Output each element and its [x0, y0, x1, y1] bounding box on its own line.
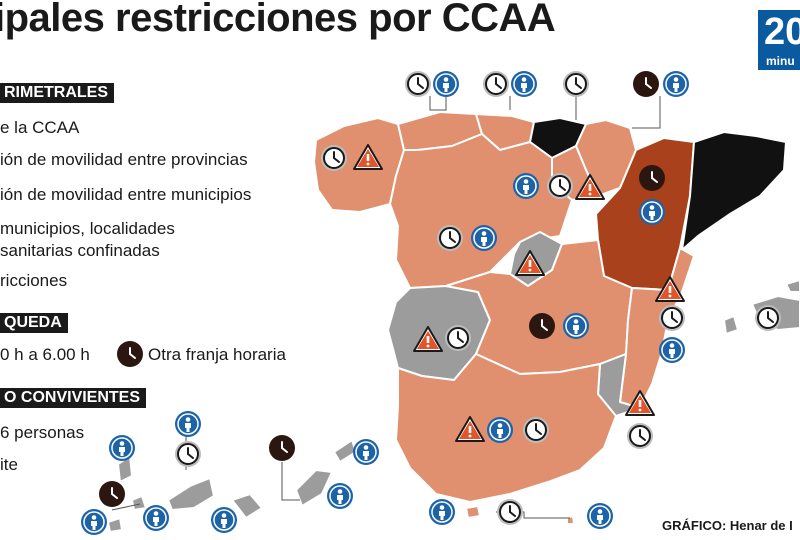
clock-icon	[754, 304, 782, 332]
brand-logo: 20 minu	[758, 10, 800, 70]
icons-ceuta	[428, 498, 456, 526]
person-icon	[326, 482, 354, 510]
island-lanzarote	[333, 439, 357, 463]
person-icon	[108, 434, 136, 462]
legend-item-limite: ite	[0, 455, 18, 474]
island-gran-canaria	[231, 493, 263, 519]
icons-navarra	[632, 70, 690, 98]
legend-item-sin-restricciones: ricciones	[0, 271, 68, 290]
clock-icon	[496, 498, 524, 526]
clock-icon	[626, 422, 654, 450]
clock-icon	[482, 70, 510, 98]
leader-canarias-east	[281, 462, 300, 501]
person-icon	[658, 336, 686, 364]
icons-andalucia	[455, 416, 550, 444]
clock-icon-filled	[268, 434, 296, 462]
clock-icon	[522, 416, 550, 444]
legend-item-horario: 0 h a 6.00 h	[0, 345, 90, 364]
clock-icon	[436, 224, 464, 252]
island-fuerteventura	[295, 469, 333, 507]
legend-item-6-personas: 6 personas	[0, 423, 85, 442]
page-title: ipales restricciones por CCAA	[0, 0, 556, 40]
clock-icon	[444, 324, 472, 352]
person-icon	[432, 70, 460, 98]
clock-icon-filled	[638, 164, 666, 192]
person-icon	[486, 416, 514, 444]
legend-clock-filled-icon	[116, 340, 144, 368]
icons-melilla	[496, 498, 614, 530]
credit: GRÁFICO: Henar de I	[662, 518, 793, 533]
region-castilla-leon	[389, 133, 573, 289]
clock-icon-filled	[528, 312, 556, 340]
legend-item-provincias: ión de movilidad entre provincias	[0, 150, 248, 169]
leader-asturias	[429, 96, 447, 111]
person-icon	[512, 172, 540, 200]
icons-cantabria	[482, 70, 538, 98]
icons-la-rioja	[512, 172, 605, 200]
legend-header-toque: QUEDA	[0, 313, 68, 333]
city-melilla	[566, 515, 575, 525]
icons-baleares	[754, 304, 782, 332]
icons-asturias	[404, 70, 460, 98]
legend-item-otra-franja: Otra franja horaria	[148, 345, 286, 364]
clock-icon	[658, 304, 686, 332]
leader-canarias-west	[111, 503, 141, 511]
person-icon	[586, 502, 614, 530]
person-icon	[80, 508, 108, 536]
clock-icon	[320, 144, 348, 172]
person-icon	[562, 312, 590, 340]
city-ceuta	[465, 505, 481, 519]
person-icon	[662, 70, 690, 98]
clock-icon	[404, 70, 432, 98]
logo-number: 20	[764, 11, 800, 53]
person-icon	[470, 224, 498, 252]
clock-icon-filled	[632, 70, 660, 98]
logo-word: minu	[766, 54, 795, 68]
legend-header-convivientes: O CONVIVIENTES	[0, 388, 147, 408]
island-tenerife	[167, 477, 215, 511]
island-el-hierro	[107, 517, 123, 533]
clock-icon	[562, 70, 590, 98]
person-icon	[142, 504, 170, 532]
legend-item-zonas-sanitarias: sanitarias confinadas	[0, 241, 160, 260]
icons-pais-vasco	[562, 70, 590, 98]
clock-icon-filled	[98, 480, 126, 508]
island-la-gomera	[131, 495, 147, 511]
region-cataluna	[681, 131, 787, 251]
island-menorca	[785, 279, 800, 293]
clock-icon	[174, 440, 202, 468]
person-icon	[638, 198, 666, 226]
person-icon	[352, 438, 380, 466]
person-icon	[428, 498, 456, 526]
island-ibiza	[723, 315, 739, 335]
legend-item-ccaa: e la CCAA	[0, 118, 80, 137]
person-icon	[174, 410, 202, 438]
legend-item-localidades: municipios, localidades	[0, 219, 175, 238]
legend-header-perimetral: RIMETRALES	[0, 83, 114, 103]
person-icon	[210, 506, 238, 534]
clock-icon	[546, 172, 574, 200]
legend-item-municipios: ión de movilidad entre municipios	[0, 185, 252, 204]
person-icon	[510, 70, 538, 98]
leader-navarra	[632, 96, 661, 129]
